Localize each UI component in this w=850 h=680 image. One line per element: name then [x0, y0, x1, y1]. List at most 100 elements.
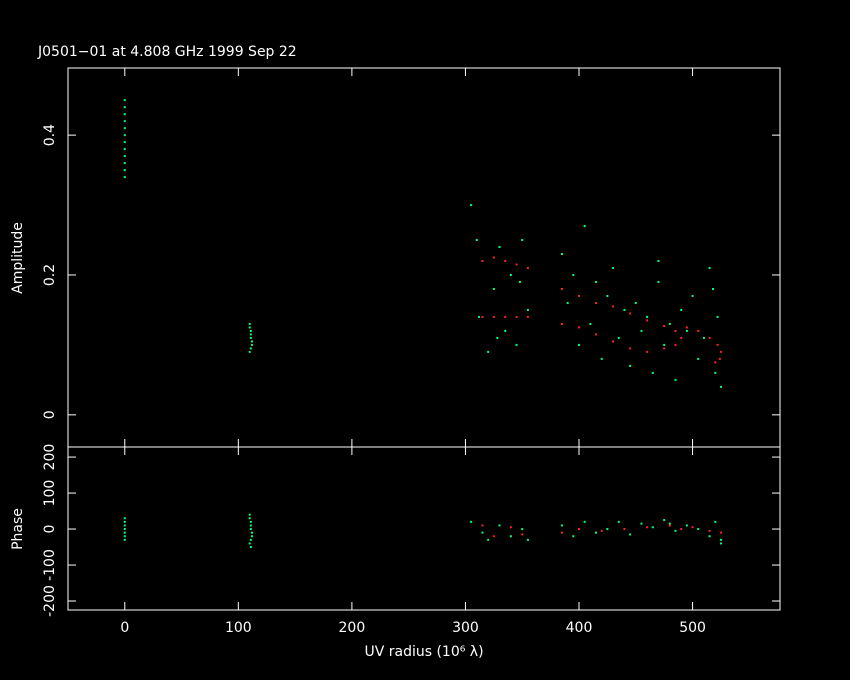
- data-point: [504, 315, 507, 318]
- data-point: [249, 528, 252, 531]
- data-point: [634, 301, 637, 304]
- data-point: [674, 329, 677, 332]
- data-point: [617, 520, 620, 523]
- data-point: [526, 266, 529, 269]
- data-point: [481, 259, 484, 262]
- data-point: [492, 287, 495, 290]
- x-axis-label: UV radius (10⁶ λ): [364, 644, 483, 660]
- data-point: [716, 343, 719, 346]
- data-point: [714, 361, 717, 364]
- data-point: [646, 350, 649, 353]
- data-point: [248, 326, 251, 329]
- data-point: [249, 347, 252, 350]
- data-point: [674, 378, 677, 381]
- data-point: [712, 287, 715, 290]
- chart-title: J0501−01 at 4.808 GHz 1999 Sep 22: [37, 44, 297, 60]
- data-point: [595, 333, 598, 336]
- data-point: [470, 204, 473, 207]
- data-point: [708, 529, 711, 532]
- data-point: [719, 538, 722, 541]
- y-tick-label: -100: [42, 549, 58, 581]
- data-point: [583, 225, 586, 228]
- data-point: [478, 315, 481, 318]
- data-point: [123, 141, 126, 144]
- data-point: [123, 176, 126, 179]
- data-point: [248, 513, 251, 516]
- data-point: [651, 371, 654, 374]
- data-point: [123, 538, 126, 541]
- data-point: [674, 529, 677, 532]
- data-point: [487, 538, 490, 541]
- data-point: [685, 326, 688, 329]
- data-point: [708, 336, 711, 339]
- data-point: [250, 340, 253, 343]
- y-tick-label: 100: [42, 480, 58, 507]
- data-point: [640, 522, 643, 525]
- data-point: [589, 322, 592, 325]
- data-point: [595, 280, 598, 283]
- data-point: [612, 305, 615, 308]
- data-point: [526, 315, 529, 318]
- data-point: [702, 336, 705, 339]
- y-tick-label: 0.4: [42, 124, 58, 146]
- data-point: [249, 520, 252, 523]
- data-point: [578, 343, 581, 346]
- data-point: [685, 329, 688, 332]
- plot-frame: [67, 446, 781, 611]
- data-point: [515, 263, 518, 266]
- data-point: [560, 287, 563, 290]
- data-point: [697, 528, 700, 531]
- data-point: [578, 294, 581, 297]
- data-point: [629, 364, 632, 367]
- data-point: [560, 531, 563, 534]
- data-point: [640, 329, 643, 332]
- data-point: [629, 312, 632, 315]
- data-point: [123, 517, 126, 520]
- data-point: [600, 529, 603, 532]
- data-point: [657, 280, 660, 283]
- y-tick-label: 0.2: [42, 264, 58, 286]
- data-point: [123, 169, 126, 172]
- y-tick-label: 200: [42, 444, 58, 471]
- data-point: [498, 246, 501, 249]
- data-point: [249, 329, 252, 332]
- data-point: [623, 308, 626, 311]
- y-tick-label: 0: [42, 410, 58, 419]
- data-point: [663, 325, 666, 328]
- data-point: [651, 526, 654, 529]
- data-point: [668, 322, 671, 325]
- data-point: [606, 294, 609, 297]
- data-point: [248, 322, 251, 325]
- x-tick-label: 500: [679, 620, 706, 636]
- data-point: [249, 333, 252, 336]
- data-point: [123, 520, 126, 523]
- data-point: [595, 301, 598, 304]
- data-point: [718, 357, 721, 360]
- data-point: [646, 526, 649, 529]
- data-point: [668, 522, 671, 525]
- data-point: [612, 266, 615, 269]
- data-point: [595, 531, 598, 534]
- data-point: [492, 535, 495, 538]
- data-point: [504, 259, 507, 262]
- data-point: [719, 542, 722, 545]
- data-point: [560, 322, 563, 325]
- data-point: [123, 113, 126, 116]
- data-point: [123, 127, 126, 130]
- data-point: [123, 120, 126, 123]
- data-point: [123, 99, 126, 102]
- data-point: [487, 350, 490, 353]
- data-point: [583, 520, 586, 523]
- data-point: [714, 371, 717, 374]
- data-point: [719, 531, 722, 534]
- data-point: [249, 524, 252, 527]
- data-point: [526, 538, 529, 541]
- data-point: [646, 315, 649, 318]
- data-point: [250, 535, 253, 538]
- data-point: [663, 347, 666, 350]
- data-point: [578, 326, 581, 329]
- data-point: [578, 528, 581, 531]
- data-point: [515, 315, 518, 318]
- data-point: [498, 524, 501, 527]
